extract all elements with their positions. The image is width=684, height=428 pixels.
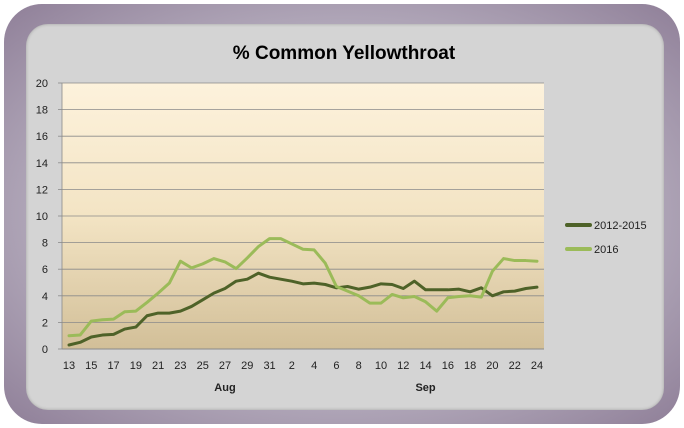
y-tick-label: 6: [42, 264, 48, 276]
x-tick-label: 12: [397, 360, 409, 372]
series-lines: [67, 237, 539, 347]
x-tick-label: 29: [241, 360, 253, 372]
x-tick-label: 2: [289, 360, 295, 372]
y-tick-label: 10: [36, 211, 48, 223]
legend-label-2016: 2016: [594, 244, 618, 256]
legend: 2012-2015 2016: [565, 220, 647, 256]
month-label-aug: Aug: [214, 382, 235, 394]
month-label-sep: Sep: [415, 382, 435, 394]
y-tick-label: 18: [36, 105, 48, 117]
y-tick-label: 2: [42, 317, 48, 329]
y-tick-label: 12: [36, 184, 48, 196]
y-tick-label: 20: [36, 78, 48, 90]
y-tick-label: 14: [36, 158, 48, 170]
legend-label-2012-2015: 2012-2015: [594, 220, 647, 232]
x-tick-label: 17: [107, 360, 119, 372]
line-chart: % Common Yellowthroat 024681012141618201…: [36, 43, 647, 394]
gridlines: [62, 82, 544, 350]
x-tick-label: 24: [531, 360, 543, 372]
y-tick-label: 4: [42, 291, 48, 303]
x-tick-label: 31: [263, 360, 275, 372]
x-tick-label: 10: [375, 360, 387, 372]
chart-title: % Common Yellowthroat: [233, 43, 456, 64]
x-tick-label: 14: [419, 360, 431, 372]
x-tick-label: 18: [464, 360, 476, 372]
series-line-2016: [67, 237, 539, 338]
x-tick-label: 15: [85, 360, 97, 372]
x-tick-label: 27: [219, 360, 231, 372]
x-tick-label: 8: [356, 360, 362, 372]
x-tick-label: 16: [442, 360, 454, 372]
x-tick-label: 25: [197, 360, 209, 372]
x-tick-label: 21: [152, 360, 164, 372]
y-tick-label: 0: [42, 344, 48, 356]
x-tick-label: 20: [486, 360, 498, 372]
x-tick-label: 6: [333, 360, 339, 372]
x-tick-label: 23: [174, 360, 186, 372]
x-tick-label: 13: [63, 360, 75, 372]
chart-frame: % Common Yellowthroat 0 2 4 6 8 10 12 14 16 18 20 1…: [4, 4, 680, 424]
x-tick-label: 19: [130, 360, 142, 372]
x-tick-label: 22: [509, 360, 521, 372]
y-tick-label: 8: [42, 238, 48, 250]
chart-panel: % Common Yellowthroat 0 2 4 6 8 10 12 14 16 18 20 1…: [26, 24, 664, 410]
x-tick-label: 4: [311, 360, 317, 372]
series-line-2012-2015: [67, 271, 539, 347]
y-tick-label: 16: [36, 131, 48, 143]
